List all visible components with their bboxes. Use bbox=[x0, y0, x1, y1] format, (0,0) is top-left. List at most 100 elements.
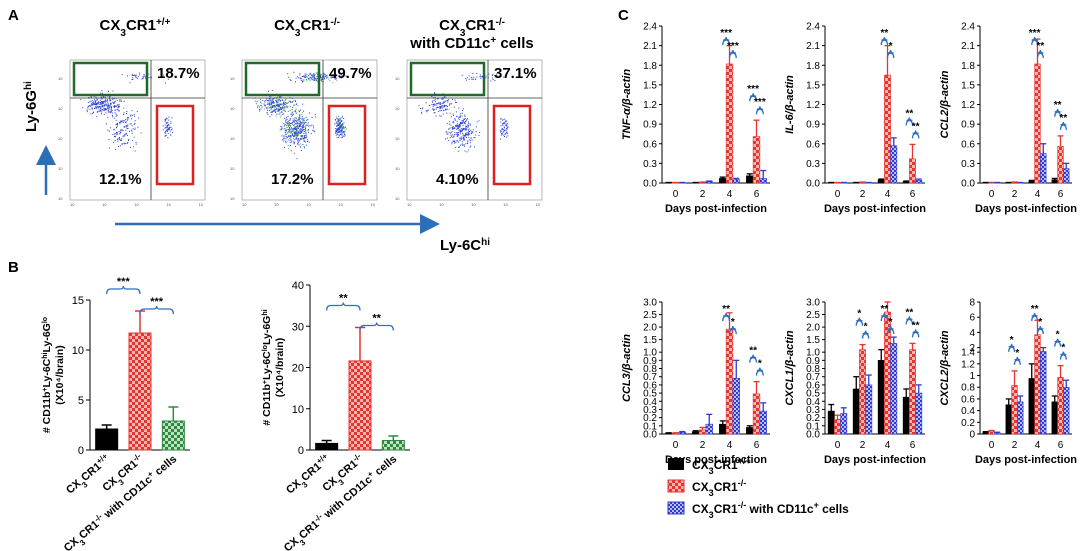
flow-dot bbox=[434, 98, 436, 100]
flow-dot bbox=[297, 141, 299, 143]
flow-dot bbox=[125, 133, 127, 135]
flow-dot bbox=[280, 128, 282, 130]
flow-dot bbox=[453, 106, 455, 108]
flow-dot bbox=[294, 142, 296, 144]
flow-dot bbox=[164, 127, 166, 129]
flow-dot bbox=[95, 96, 97, 98]
y-tick-label: 4 bbox=[969, 328, 975, 339]
flow-dot bbox=[472, 79, 474, 81]
sig-label: * bbox=[1061, 343, 1065, 354]
flow-x-tick: 10 bbox=[274, 202, 279, 207]
flow-dot bbox=[135, 143, 137, 145]
flow-dot bbox=[287, 123, 289, 125]
flow-dot bbox=[99, 104, 101, 106]
flow-dot bbox=[320, 74, 322, 76]
flow-upper-pct: 37.1% bbox=[494, 65, 537, 82]
flow-dot bbox=[167, 126, 169, 128]
flow-dot bbox=[276, 108, 278, 110]
flow-dot bbox=[450, 124, 452, 126]
sig-bracket bbox=[880, 312, 889, 322]
flow-dot bbox=[504, 127, 505, 129]
flow-dot bbox=[266, 98, 268, 100]
flow-dot bbox=[422, 107, 424, 109]
flow-title: CX3CR1+/+ bbox=[100, 17, 171, 39]
flow-dot bbox=[455, 101, 456, 103]
bar-wt bbox=[1051, 401, 1058, 435]
y-tick-label: 1.0 bbox=[806, 348, 820, 359]
flow-dot bbox=[455, 125, 457, 127]
flow-dot bbox=[287, 106, 289, 108]
flow-dot bbox=[289, 123, 291, 125]
flow-dot bbox=[131, 132, 133, 134]
flow-dot bbox=[449, 104, 450, 106]
chart-c3: 0.00.30.60.91.21.51.82.12.40 2 4 6*********… bbox=[939, 22, 1077, 216]
flow-dot bbox=[296, 135, 298, 137]
bar-ko bbox=[909, 158, 916, 184]
flow-dot bbox=[461, 141, 463, 143]
flow-dot bbox=[294, 135, 296, 137]
flow-dot bbox=[329, 80, 331, 82]
flow-dot bbox=[326, 77, 328, 79]
flow-dot bbox=[302, 136, 304, 138]
x-label: Days post-infection bbox=[824, 203, 926, 215]
flow-dot bbox=[134, 120, 136, 122]
y-tick-label: 20 bbox=[292, 363, 304, 375]
flow-dot bbox=[123, 100, 125, 102]
flow-dot bbox=[278, 113, 280, 115]
flow-dot bbox=[119, 100, 121, 102]
bar-ko bbox=[725, 328, 734, 435]
flow-dot bbox=[95, 108, 97, 110]
flow-dot bbox=[291, 141, 292, 143]
flow-dot bbox=[114, 133, 116, 135]
flow-dot bbox=[273, 109, 274, 111]
flow-dot bbox=[288, 119, 290, 121]
flow-dot bbox=[302, 144, 304, 146]
x-tick-label: 0 bbox=[989, 440, 995, 451]
bar-wt bbox=[1005, 404, 1012, 435]
flow-dot bbox=[127, 134, 128, 136]
flow-dot bbox=[265, 107, 267, 109]
flow-dot bbox=[291, 127, 292, 129]
flow-dot bbox=[446, 122, 448, 124]
flow-dot bbox=[327, 77, 329, 79]
flow-dot bbox=[267, 109, 269, 111]
flow-dot bbox=[270, 106, 272, 108]
flow-dot bbox=[293, 127, 295, 129]
flow-dot bbox=[505, 136, 507, 138]
y-tick-label: 0.0 bbox=[643, 430, 657, 441]
flow-dot bbox=[288, 123, 290, 125]
flow-dot bbox=[296, 128, 298, 130]
sig-label: ** bbox=[1031, 304, 1039, 315]
flow-dot bbox=[132, 140, 134, 142]
bar-ko_cd bbox=[381, 440, 405, 451]
bar-ko bbox=[1011, 385, 1018, 435]
flow-dot bbox=[126, 111, 128, 112]
bar-wt bbox=[692, 182, 700, 184]
flow-dot bbox=[472, 129, 474, 131]
flow-dot bbox=[95, 106, 97, 108]
sig-bracket bbox=[855, 317, 864, 326]
flow-dot bbox=[94, 104, 95, 106]
flow-dot bbox=[468, 136, 470, 138]
flow-dot bbox=[167, 130, 168, 132]
flow-dot bbox=[336, 129, 338, 131]
legend-swatch-wt bbox=[668, 458, 684, 470]
flow-dot bbox=[131, 79, 133, 81]
flow-dot bbox=[285, 133, 287, 135]
flow-dot bbox=[323, 79, 325, 81]
flow-dot bbox=[134, 115, 135, 117]
svg-text:Ly-6Chi: Ly-6Chi bbox=[440, 237, 490, 255]
flow-title-part: CX bbox=[100, 17, 121, 34]
flow-dot bbox=[297, 132, 299, 133]
flow-dot bbox=[464, 128, 466, 130]
bar-ko_cd bbox=[678, 432, 686, 435]
flow-dot bbox=[462, 134, 464, 136]
flow-dot bbox=[297, 134, 299, 136]
flow-dot bbox=[101, 101, 103, 102]
y-tick-label: 2.5 bbox=[806, 310, 820, 321]
y-tick-label: 2.5 bbox=[643, 310, 657, 321]
flow-dot bbox=[121, 144, 123, 146]
flow-dot bbox=[426, 110, 428, 112]
flow-dot bbox=[303, 78, 305, 80]
